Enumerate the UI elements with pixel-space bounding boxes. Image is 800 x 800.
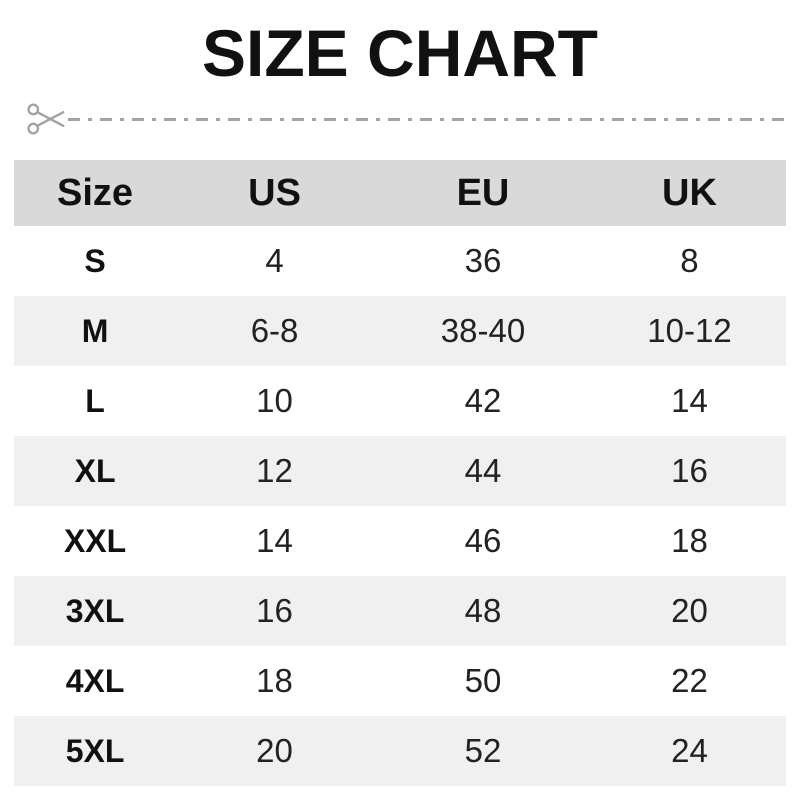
eu-value: 46 (464, 522, 502, 559)
scissors-icon (27, 103, 65, 135)
page-title: SIZE CHART (202, 16, 598, 90)
us-value: 10 (256, 382, 293, 419)
eu-value: 48 (464, 592, 502, 629)
size-label: L (85, 382, 105, 419)
uk-value: 14 (671, 382, 708, 419)
uk-value: 8 (680, 242, 699, 279)
us-value: 20 (256, 732, 293, 769)
size-label: 4XL (65, 662, 125, 699)
column-header-size: Size (57, 171, 134, 214)
table-row-3xl: 3XL 16 48 20 (14, 576, 786, 646)
column-header-eu: EU (456, 171, 510, 214)
size-chart-table: Size US EU UK S 4 36 8 M 6-8 38-40 10-12… (14, 160, 786, 786)
size-label: 3XL (65, 592, 125, 629)
table-body: S 4 36 8 M 6-8 38-40 10-12 L 10 42 14 XL… (14, 226, 786, 786)
us-value: 18 (256, 662, 293, 699)
size-label: 5XL (65, 732, 125, 769)
size-label: XXL (63, 522, 127, 559)
uk-value: 16 (671, 452, 708, 489)
dashed-cut-line (68, 117, 788, 121)
eu-value: 38-40 (440, 312, 526, 349)
table-header-row: Size US EU UK (14, 160, 786, 226)
us-value: 14 (256, 522, 293, 559)
table-row-m: M 6-8 38-40 10-12 (14, 296, 786, 366)
table-row-xxl: XXL 14 46 18 (14, 506, 786, 576)
table-row-4xl: 4XL 18 50 22 (14, 646, 786, 716)
uk-value: 20 (671, 592, 708, 629)
uk-value: 10-12 (647, 312, 732, 349)
table-row-xl: XL 12 44 16 (14, 436, 786, 506)
column-header-us: US (248, 171, 301, 214)
eu-value: 52 (464, 732, 502, 769)
us-value: 4 (265, 242, 284, 279)
table-row-l: L 10 42 14 (14, 366, 786, 436)
eu-value: 36 (464, 242, 502, 279)
size-label: XL (74, 452, 116, 489)
uk-value: 18 (671, 522, 708, 559)
eu-value: 42 (464, 382, 502, 419)
size-label: S (84, 242, 106, 279)
eu-value: 44 (464, 452, 502, 489)
cut-line-row (26, 98, 788, 140)
table-row-5xl: 5XL 20 52 24 (14, 716, 786, 786)
us-value: 6-8 (250, 312, 299, 349)
eu-value: 50 (464, 662, 502, 699)
column-header-uk: UK (662, 171, 717, 214)
uk-value: 24 (671, 732, 708, 769)
table-row-s: S 4 36 8 (14, 226, 786, 296)
us-value: 12 (256, 452, 293, 489)
size-label: M (81, 312, 109, 349)
uk-value: 22 (671, 662, 708, 699)
us-value: 16 (256, 592, 293, 629)
